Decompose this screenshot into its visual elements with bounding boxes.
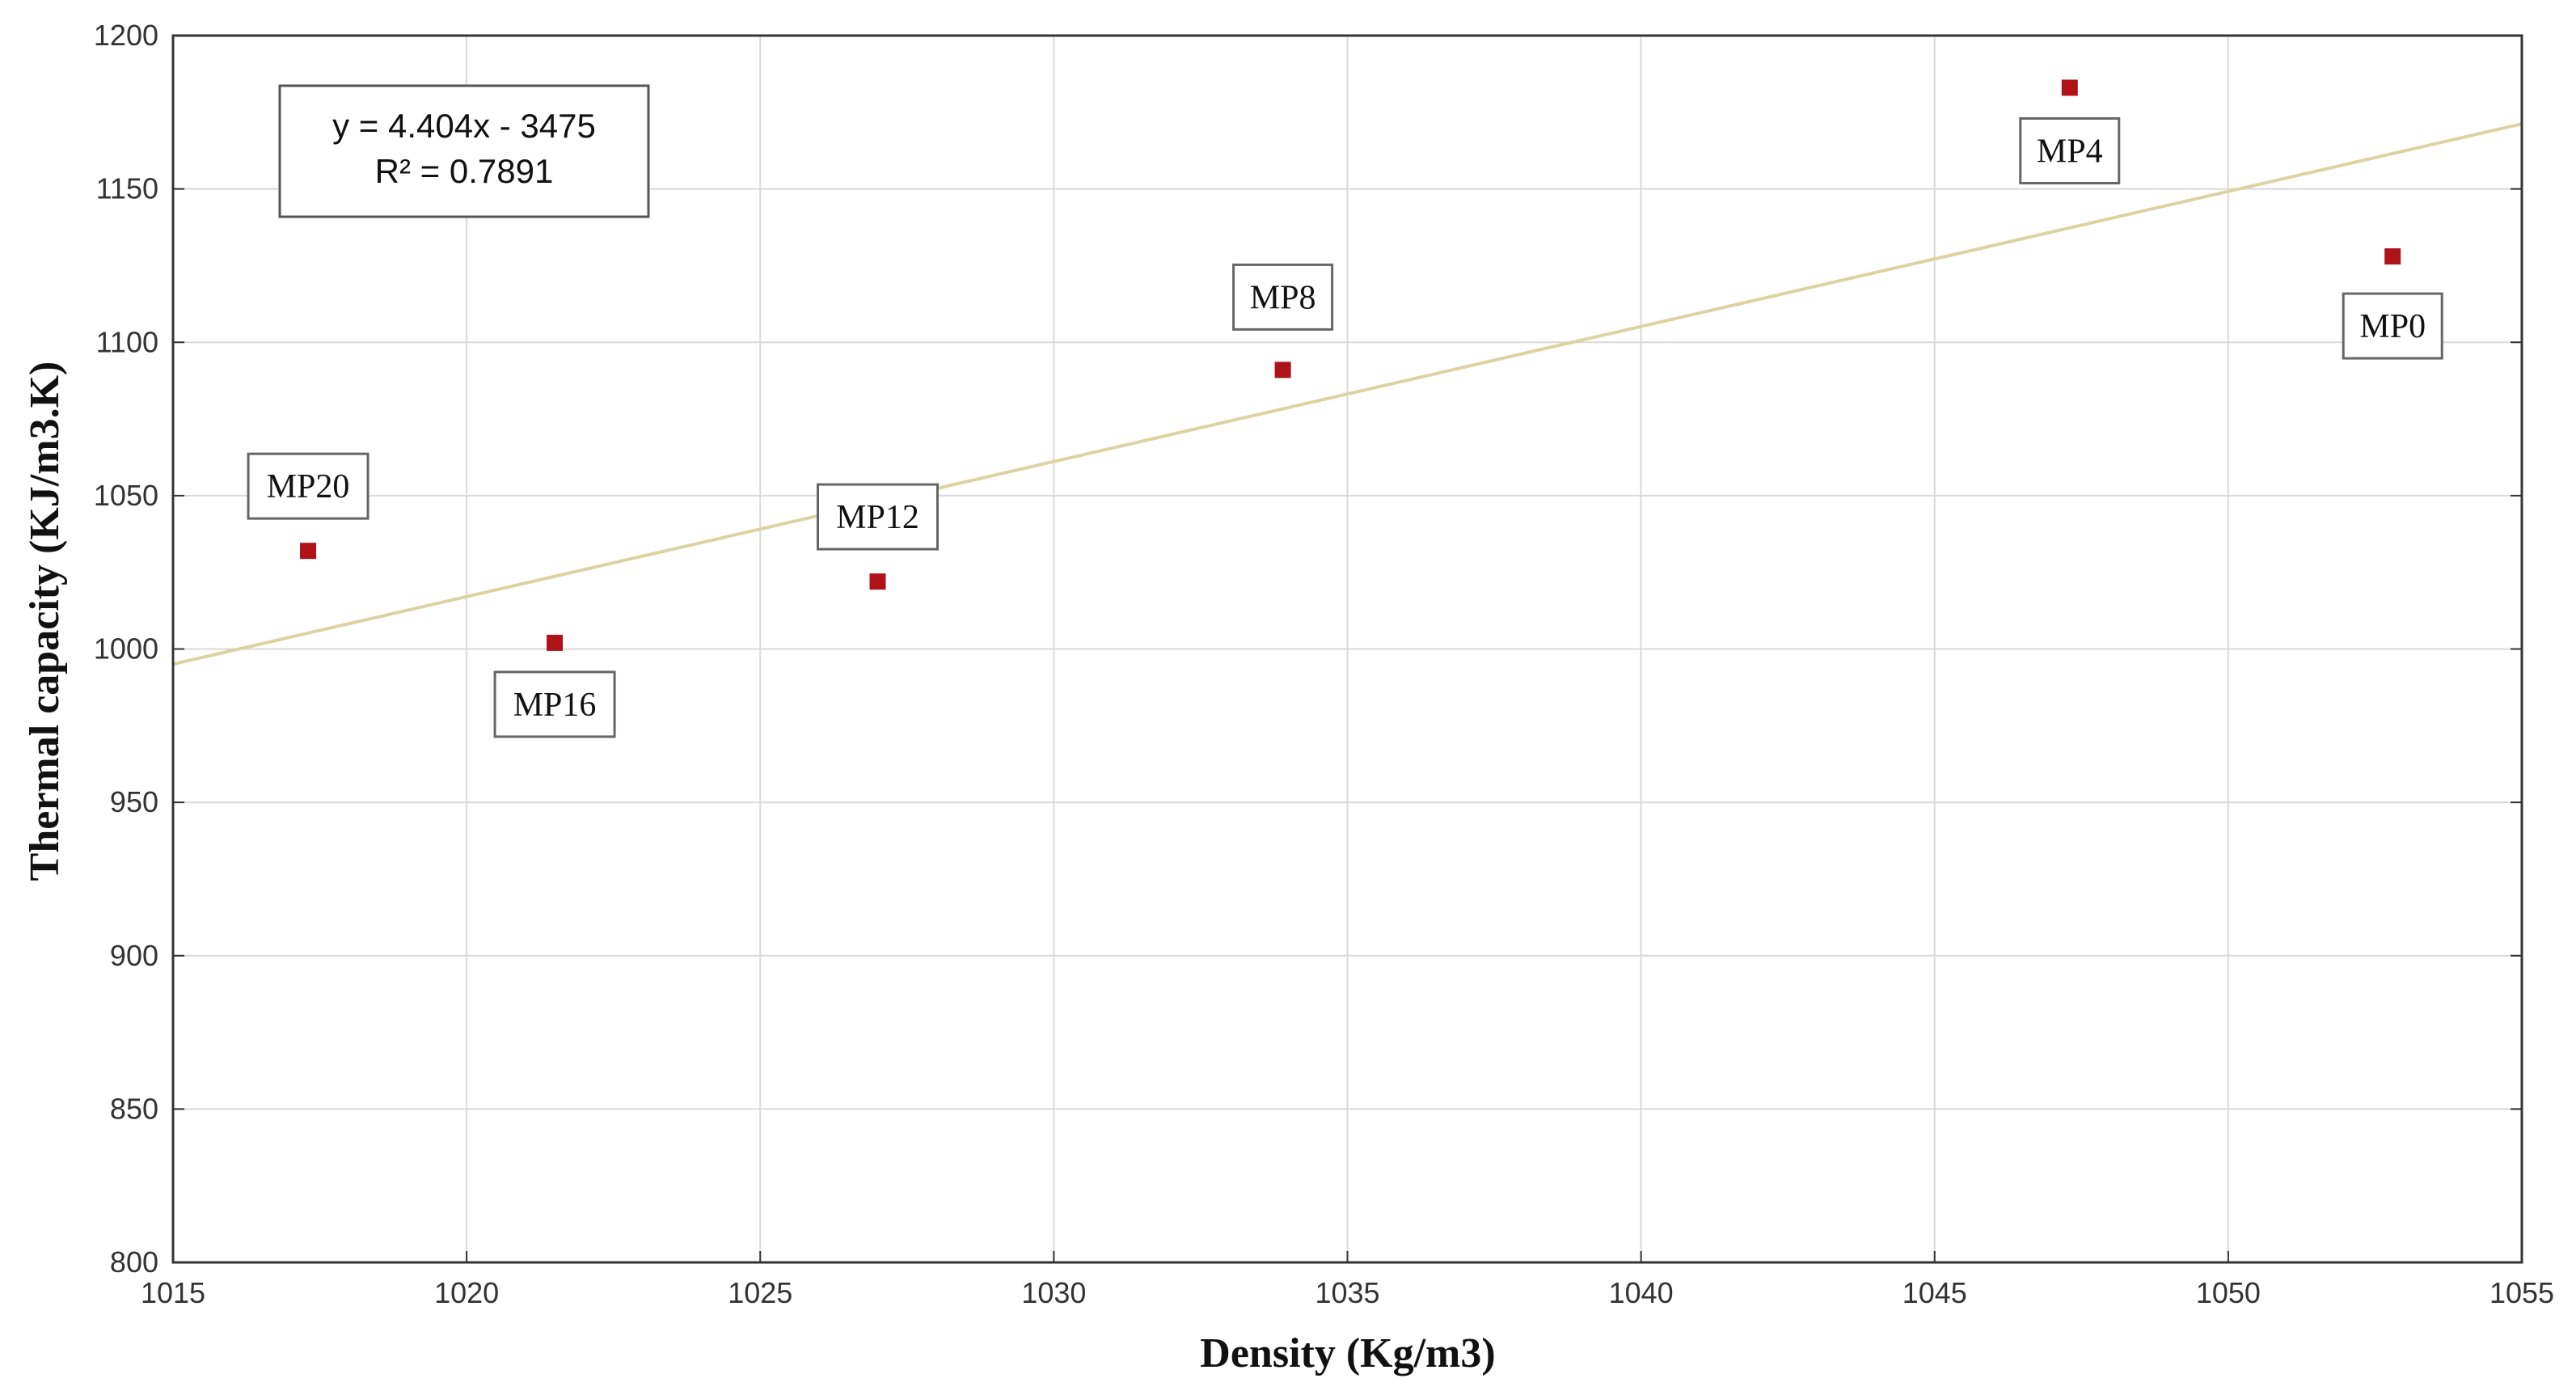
point-label: MP16 (513, 687, 597, 724)
y-tick-label: 1000 (94, 632, 158, 666)
axis-ticks: 1015 1020 1025 1030 1035 1040 1045 1050 1055 800 8… (94, 19, 2554, 1309)
point-label-frame (2019, 116, 2121, 184)
trendline (172, 122, 2523, 666)
x-tick-label: 1025 (728, 1276, 792, 1309)
point-label-box: MP8 (1232, 263, 1334, 331)
y-tick-label: 1050 (94, 479, 158, 512)
data-point (1274, 361, 1291, 378)
x-tick-label: 1035 (1315, 1276, 1379, 1309)
equation-box: y = 4.404x - 3475 R² = 0.7891 (278, 84, 650, 218)
x-tick-label: 1045 (1902, 1276, 1967, 1309)
x-tick-label: 1030 (1021, 1276, 1086, 1309)
x-tick-label: 1015 (141, 1276, 205, 1309)
point-label-box: MP4 (2019, 116, 2121, 184)
x-tick-label: 1040 (1609, 1276, 1674, 1309)
point-label-frame (493, 670, 616, 738)
point-label-frame (817, 483, 939, 551)
x-tick-label: 1020 (434, 1276, 499, 1309)
point-label: MP4 (2037, 133, 2103, 170)
data-point (869, 573, 886, 590)
y-tick-label: 850 (110, 1092, 158, 1125)
data-point (547, 634, 564, 651)
trendline-group (172, 122, 2523, 666)
x-tick-label: 1055 (2489, 1276, 2554, 1309)
point-label-frame (2342, 292, 2443, 360)
r-squared-value: R² = 0.7891 (375, 152, 554, 190)
point-label-box: MP16 (493, 670, 616, 738)
data-point (2384, 248, 2401, 265)
y-tick-label: 1100 (96, 325, 158, 358)
data-points (300, 79, 2401, 651)
y-axis-title: Thermal capacity (KJ/m3.K) (22, 361, 68, 882)
point-label: MP20 (267, 468, 350, 505)
point-label: MP0 (2359, 308, 2426, 345)
point-labels: MP20 MP16 MP12 MP8 MP4 MP0 (247, 116, 2443, 738)
y-tick-label: 800 (110, 1245, 158, 1279)
y-tick-label: 1200 (94, 19, 158, 52)
y-tick-label: 1150 (96, 172, 158, 205)
x-axis-title: Density (Kg/m3) (1200, 1330, 1495, 1376)
point-label-frame (247, 452, 370, 520)
point-label: MP12 (836, 499, 919, 536)
point-label-box: MP0 (2342, 292, 2443, 360)
point-label: MP8 (1250, 279, 1316, 316)
data-point (300, 543, 317, 560)
y-tick-label: 900 (110, 939, 158, 972)
point-label-frame (1232, 263, 1334, 331)
x-tick-label: 1050 (2196, 1276, 2261, 1309)
data-point (2061, 79, 2078, 96)
point-label-box: MP20 (247, 452, 370, 520)
point-label-box: MP12 (817, 483, 939, 551)
y-tick-label: 950 (110, 785, 158, 818)
trendline-equation: y = 4.404x - 3475 (332, 107, 596, 145)
